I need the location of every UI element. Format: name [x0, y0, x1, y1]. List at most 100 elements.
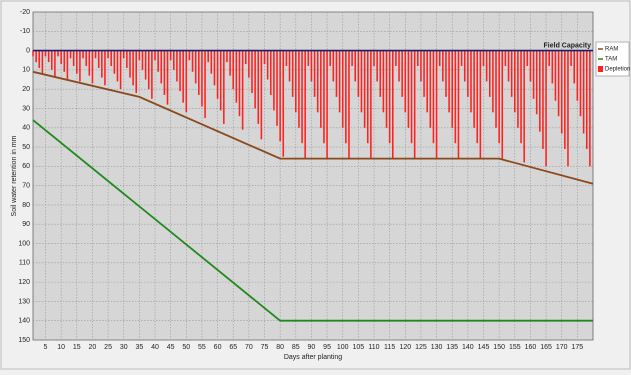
depletion-bar: [101, 50, 103, 78]
depletion-bar: [288, 50, 291, 82]
y-tick-label: 110: [19, 260, 30, 267]
depletion-bar: [126, 50, 128, 68]
y-tick-label: 150: [18, 337, 30, 344]
depletion-bar: [526, 50, 529, 67]
x-tick-label: 25: [104, 344, 112, 351]
depletion-bar: [185, 50, 188, 113]
depletion-bar: [485, 50, 488, 82]
depletion-bar: [401, 50, 403, 97]
depletion-bar: [482, 50, 485, 67]
depletion-bar: [207, 50, 209, 63]
x-tick-label: 165: [540, 344, 552, 351]
depletion-bar: [166, 50, 169, 105]
depletion-bar: [97, 50, 100, 68]
depletion-bar: [260, 50, 263, 140]
x-tick-label: 75: [261, 344, 269, 351]
x-tick-label: 80: [276, 344, 284, 351]
depletion-bar: [470, 50, 472, 113]
y-tick-label: 30: [22, 105, 30, 112]
depletion-bar: [514, 50, 516, 113]
depletion-bar: [279, 50, 281, 142]
x-tick-label: 160: [525, 344, 537, 351]
x-tick-label: 95: [323, 344, 331, 351]
legend-label: Depletion: [605, 67, 630, 73]
depletion-bar: [138, 50, 141, 61]
depletion-bar: [232, 50, 235, 90]
depletion-bar: [501, 50, 504, 159]
x-tick-label: 125: [415, 344, 427, 351]
depletion-bar: [85, 50, 87, 67]
depletion-bar: [545, 50, 547, 167]
depletion-bar: [492, 50, 494, 113]
depletion-bar: [532, 50, 535, 99]
depletion-bar: [379, 50, 382, 97]
depletion-bar: [504, 50, 507, 67]
depletion-bar: [517, 50, 519, 128]
depletion-bar: [76, 50, 78, 74]
depletion-bar: [529, 50, 532, 82]
depletion-bar: [473, 50, 475, 128]
depletion-bar: [173, 50, 175, 70]
depletion-bar: [476, 50, 479, 144]
depletion-bar: [435, 50, 438, 159]
depletion-bar: [254, 50, 256, 109]
depletion-bar: [520, 50, 522, 144]
x-tick-label: 100: [337, 344, 349, 351]
depletion-bar: [160, 50, 163, 84]
x-tick-label: 35: [135, 344, 143, 351]
depletion-bar: [310, 50, 313, 82]
depletion-bar: [57, 50, 59, 57]
depletion-bar: [366, 50, 369, 144]
depletion-bar: [110, 50, 112, 67]
depletion-bar: [363, 50, 366, 128]
x-tick-label: 5: [44, 344, 48, 351]
depletion-bar: [147, 50, 150, 90]
depletion-bar: [460, 50, 463, 67]
x-tick-label: 20: [89, 344, 97, 351]
depletion-bar: [79, 50, 81, 82]
depletion-bar: [291, 50, 294, 97]
depletion-bar: [348, 50, 350, 159]
depletion-bar: [370, 50, 372, 159]
depletion-bar: [445, 50, 447, 97]
depletion-bar: [448, 50, 450, 113]
depletion-bar: [104, 50, 106, 86]
depletion-bar: [135, 50, 138, 94]
x-tick-label: 110: [368, 344, 379, 351]
depletion-bar: [94, 50, 97, 59]
depletion-bar: [295, 50, 297, 113]
x-tick-label: 140: [462, 344, 474, 351]
depletion-bar: [313, 50, 316, 97]
y-tick-label: 70: [22, 182, 30, 189]
depletion-bar: [463, 50, 466, 82]
depletion-bar: [438, 50, 441, 67]
depletion-bar: [467, 50, 469, 97]
depletion-bar: [107, 50, 109, 59]
depletion-bar: [298, 50, 300, 128]
depletion-bar: [194, 50, 197, 84]
y-axis-label: Soil water retention in mm: [11, 135, 18, 216]
depletion-bar: [191, 50, 194, 72]
depletion-bar: [417, 50, 419, 67]
x-tick-label: 170: [556, 344, 568, 351]
x-tick-label: 45: [167, 344, 175, 351]
depletion-bar: [91, 50, 94, 84]
depletion-bar: [35, 50, 37, 63]
depletion-bar: [326, 50, 328, 159]
depletion-bar: [151, 50, 153, 99]
depletion-bar: [567, 50, 569, 167]
depletion-bar: [198, 50, 200, 95]
depletion-bar: [413, 50, 416, 159]
depletion-bar: [282, 50, 285, 157]
depletion-bar: [216, 50, 219, 99]
depletion-bar: [582, 50, 585, 134]
depletion-bar: [510, 50, 513, 97]
depletion-bar: [116, 50, 119, 82]
depletion-bar: [144, 50, 147, 80]
depletion-bar: [154, 50, 156, 61]
x-tick-label: 150: [493, 344, 505, 351]
legend-label: RAM: [605, 47, 618, 53]
depletion-bar: [141, 50, 144, 70]
depletion-bar: [223, 50, 225, 124]
